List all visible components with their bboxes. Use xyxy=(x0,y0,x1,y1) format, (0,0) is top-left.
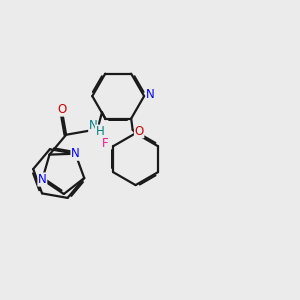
Text: N: N xyxy=(146,88,155,101)
Text: O: O xyxy=(58,103,67,116)
Text: N: N xyxy=(71,147,80,160)
Text: N: N xyxy=(89,119,98,132)
Text: H: H xyxy=(95,125,104,138)
Text: F: F xyxy=(102,137,108,150)
Text: O: O xyxy=(134,125,144,138)
Text: N: N xyxy=(38,173,47,186)
